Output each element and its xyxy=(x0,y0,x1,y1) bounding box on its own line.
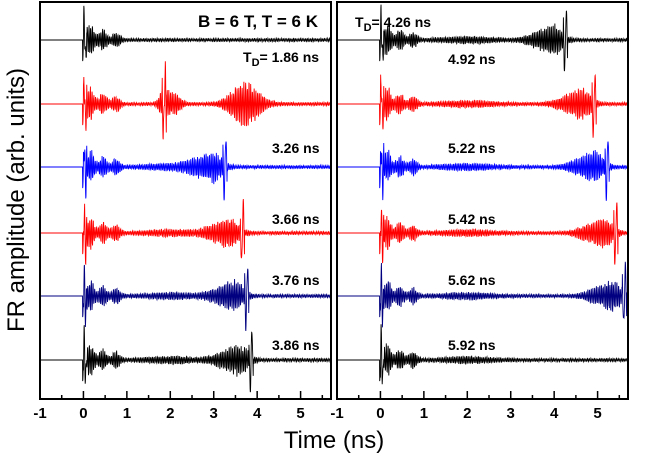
x-tick-label-right-3: 2 xyxy=(463,405,471,422)
series-label-right-6: 5.92 ns xyxy=(448,337,496,353)
x-tick-label-right-1: 0 xyxy=(376,405,384,422)
x-tick-label-left-3: 2 xyxy=(166,405,174,422)
series-label-left-2: TD= 1.86 ns xyxy=(243,49,319,69)
trace-left-6 xyxy=(40,325,332,393)
x-axis-title: Time (ns) xyxy=(284,427,384,454)
x-tick-label-left-5: 4 xyxy=(253,405,262,422)
series-label-right-4: 5.42 ns xyxy=(448,211,496,227)
condition-label: B = 6 T, T = 6 K xyxy=(198,12,319,31)
series-label-left-3: 3.26 ns xyxy=(272,140,320,156)
x-tick-label-right-4: 3 xyxy=(507,405,515,422)
series-label-left-6: 3.86 ns xyxy=(272,337,320,353)
traces-left-panel xyxy=(40,5,332,393)
x-tick-label-left-4: 3 xyxy=(210,405,218,422)
x-tick-label-left-1: 0 xyxy=(79,405,87,422)
x-tick-label-right-6: 5 xyxy=(593,405,601,422)
series-label-right-1: TD= 4.26 ns xyxy=(355,14,431,34)
traces-right-panel xyxy=(337,4,629,385)
x-tick-label-right-5: 4 xyxy=(550,405,559,422)
trace-left-3 xyxy=(40,141,332,201)
x-tick-label-left-6: 5 xyxy=(296,405,304,422)
series-label-left-4: 3.66 ns xyxy=(272,211,320,227)
y-axis-title: FR amplitude (arb. units) xyxy=(3,68,30,332)
series-labels-right: TD= 4.26 ns 4.92 ns 5.22 ns 5.42 ns 5.62 ns 5… xyxy=(355,14,496,353)
x-tick-label-left-0: -1 xyxy=(33,405,46,422)
right-panel-frame xyxy=(336,1,629,400)
x-tick-label-right-0: -1 xyxy=(330,405,343,422)
trace-right-4 xyxy=(337,202,629,265)
trace-right-6 xyxy=(337,324,629,385)
series-label-right-3: 5.22 ns xyxy=(448,140,496,156)
trace-right-1 xyxy=(337,4,629,72)
trace-right-2 xyxy=(337,73,629,138)
series-labels-left: TD= 1.86 ns 3.26 ns 3.66 ns 3.76 ns 3.86 ns xyxy=(243,49,320,353)
series-label-right-5: 5.62 ns xyxy=(448,272,496,288)
trace-left-4 xyxy=(40,198,332,265)
trace-right-5 xyxy=(337,261,629,328)
series-label-right-2: 4.92 ns xyxy=(448,51,496,67)
x-axis-ticks: -1 0 1 2 3 4 5 -1 0 1 2 3 4 5 xyxy=(33,391,621,422)
x-tick-label-left-2: 1 xyxy=(123,405,131,422)
series-label-left-5: 3.76 ns xyxy=(272,272,320,288)
left-panel-frame xyxy=(39,1,332,400)
trace-right-3 xyxy=(337,141,629,201)
trace-left-5 xyxy=(40,264,332,332)
x-tick-label-right-2: 1 xyxy=(420,405,428,422)
trace-left-2 xyxy=(40,61,332,140)
trace-left-1 xyxy=(40,5,332,62)
